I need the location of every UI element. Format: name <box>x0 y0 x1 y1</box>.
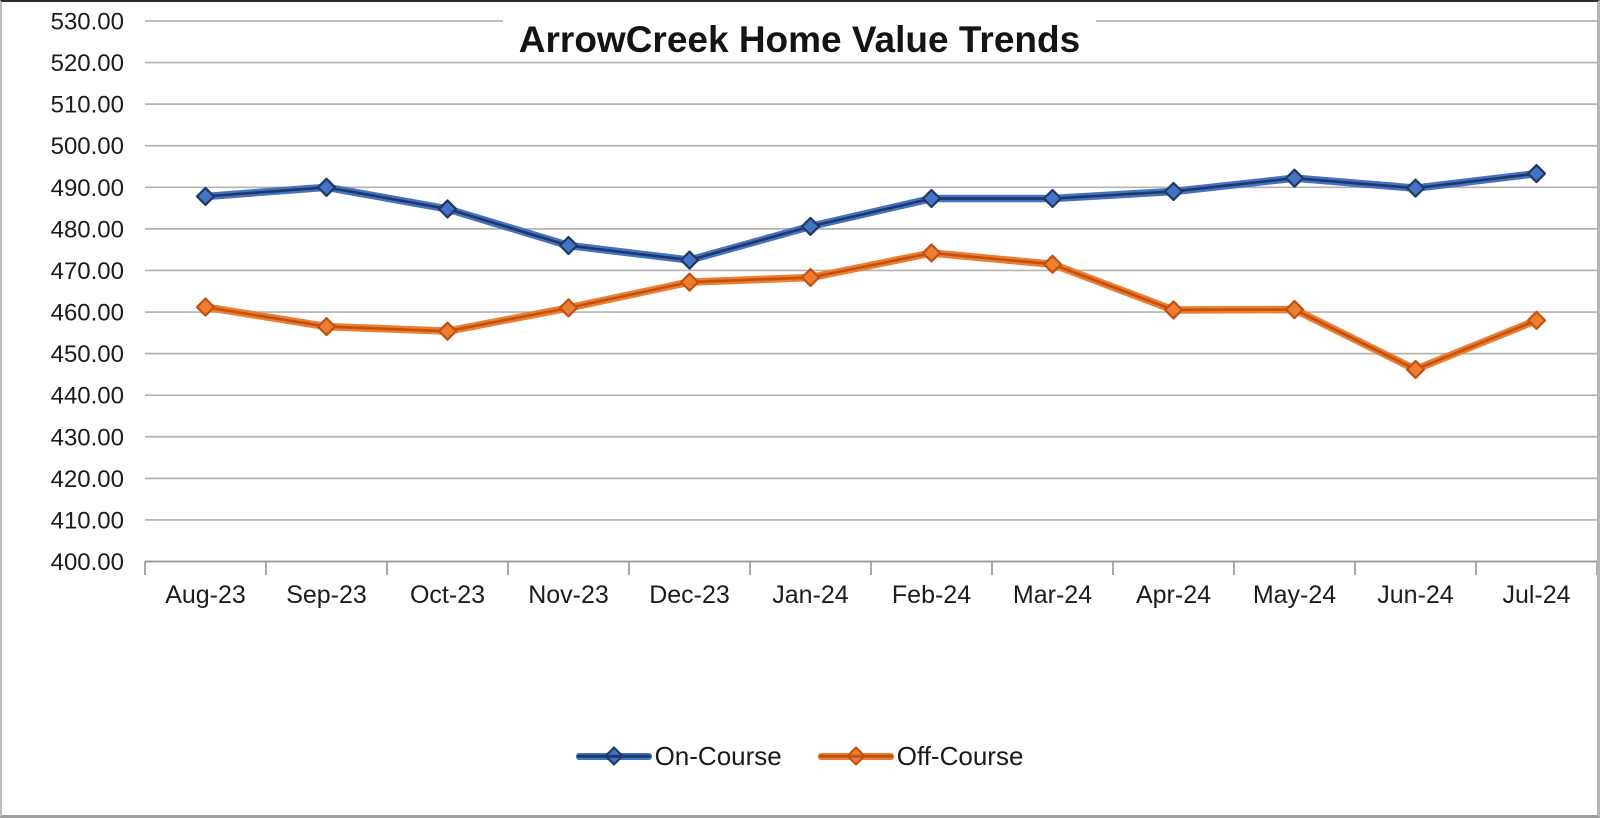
series-marker-off-course <box>437 321 458 341</box>
series-marker-on-course <box>1042 188 1063 209</box>
series-marker-off-course <box>1405 359 1426 380</box>
series-line-core-on-course <box>204 172 1538 262</box>
series-marker-on-course <box>1163 181 1184 202</box>
y-axis-tick-label: 400.00 <box>51 549 124 576</box>
series-marker-off-course <box>1163 300 1184 320</box>
x-axis-tick-label: Mar-24 <box>1013 581 1092 609</box>
legend-item-on-course: On-Course <box>575 740 782 772</box>
y-axis-tick-label: 530.00 <box>51 9 124 36</box>
series-marker-off-course <box>1526 310 1547 330</box>
series-marker-on-course <box>1526 163 1547 184</box>
diamond-marker-icon <box>845 746 866 766</box>
x-axis-tick-label: Jun-24 <box>1377 581 1454 609</box>
x-axis-tick-label: Jul-24 <box>1502 581 1570 609</box>
series-marker-on-course <box>679 250 700 270</box>
series-marker-off-course <box>679 272 700 292</box>
legend-label-on-course: On-Course <box>654 740 782 771</box>
legend-line-marker-icon <box>575 746 652 766</box>
y-axis-tick-label: 510.00 <box>51 92 124 119</box>
y-axis-tick-label: 410.00 <box>51 507 124 534</box>
series-marker-on-course <box>195 186 216 207</box>
series-line-core-off-course <box>204 251 1538 371</box>
y-axis-tick-label: 520.00 <box>51 50 124 77</box>
series-marker-on-course <box>921 188 942 209</box>
series-marker-off-course <box>800 267 821 288</box>
series-marker-off-course <box>558 298 579 318</box>
x-axis-tick-label: Dec-23 <box>649 581 730 609</box>
diamond-marker-icon <box>603 746 624 766</box>
series-marker-off-course <box>316 316 337 337</box>
series-marker-off-course <box>921 243 942 263</box>
y-axis-tick-label: 470.00 <box>51 258 124 285</box>
y-axis-tick-label: 420.00 <box>51 466 124 493</box>
series-marker-on-course <box>1284 168 1305 188</box>
y-axis-tick-label: 490.00 <box>51 175 124 202</box>
x-axis-tick-label: Nov-23 <box>528 581 609 609</box>
series-marker-off-course <box>1284 299 1305 320</box>
y-axis-tick-label: 440.00 <box>51 383 124 410</box>
series-marker-off-course <box>195 297 216 317</box>
x-axis-tick-label: May-24 <box>1253 581 1336 609</box>
series-marker-on-course <box>1405 178 1426 198</box>
legend-item-off-course: Off-Course <box>817 740 1024 772</box>
legend-label-off-course: Off-Course <box>896 740 1024 771</box>
series-marker-off-course <box>1042 254 1063 274</box>
x-axis-tick-label: Jan-24 <box>772 581 849 609</box>
series-marker-on-course <box>316 177 337 197</box>
series-marker-on-course <box>800 216 821 236</box>
chart-legend: On-Course Off-Course <box>2 735 1597 777</box>
y-axis-tick-label: 500.00 <box>51 133 124 160</box>
series-marker-on-course <box>558 235 579 256</box>
y-axis-tick-label: 460.00 <box>51 300 124 327</box>
y-axis-tick-label: 430.00 <box>51 424 124 451</box>
x-axis-tick-label: Feb-24 <box>892 581 971 609</box>
x-axis-tick-label: Sep-23 <box>286 581 367 609</box>
x-axis-tick-label: Oct-23 <box>410 581 485 609</box>
y-axis-tick-label: 450.00 <box>51 341 124 368</box>
series-marker-on-course <box>437 199 458 219</box>
legend-line-marker-icon <box>817 746 894 766</box>
x-axis-tick-label: Aug-23 <box>165 581 246 609</box>
x-axis-tick-label: Apr-24 <box>1136 581 1211 609</box>
y-axis-tick-label: 480.00 <box>51 216 124 243</box>
